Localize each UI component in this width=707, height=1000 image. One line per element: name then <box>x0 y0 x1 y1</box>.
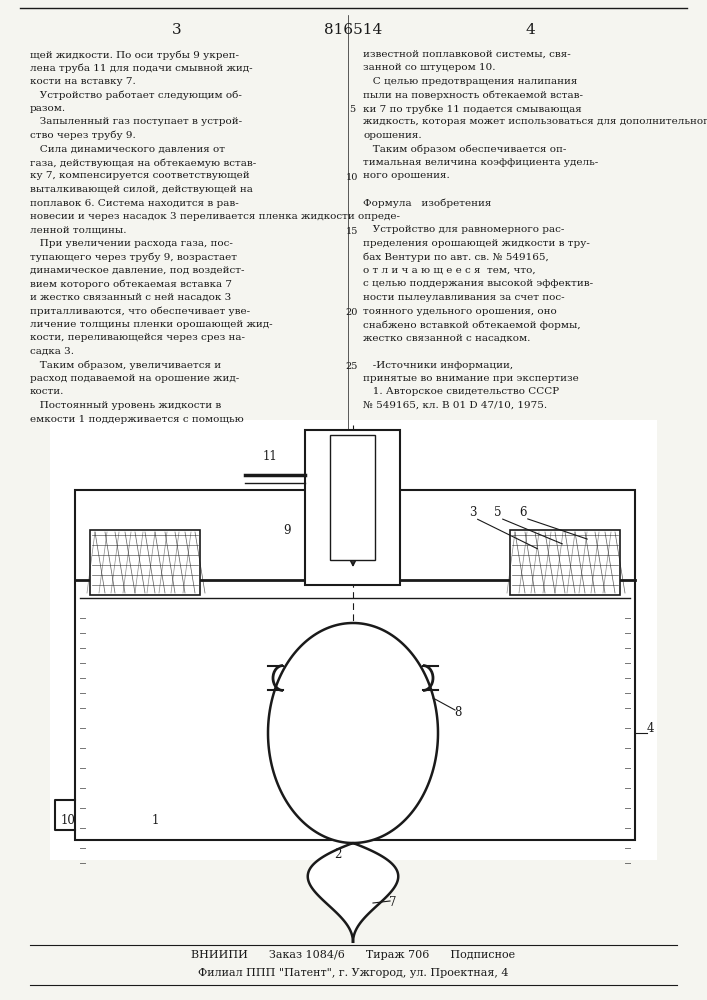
Text: 4: 4 <box>525 23 535 37</box>
Text: расход подаваемой на орошение жид-: расход подаваемой на орошение жид- <box>30 374 239 383</box>
Text: динамическое давление, под воздейст-: динамическое давление, под воздейст- <box>30 266 245 275</box>
Text: занной со штуцером 10.: занной со штуцером 10. <box>363 64 496 73</box>
Text: 6: 6 <box>519 506 527 518</box>
Text: 1. Авторское свидетельство СССР: 1. Авторское свидетельство СССР <box>363 387 559 396</box>
Text: При увеличении расхода газа, пос-: При увеличении расхода газа, пос- <box>30 239 233 248</box>
Text: ВНИИПИ      Заказ 1084/6      Тираж 706      Подписное: ВНИИПИ Заказ 1084/6 Тираж 706 Подписное <box>191 950 515 960</box>
Text: газа, действующая на обтекаемую встав-: газа, действующая на обтекаемую встав- <box>30 158 256 167</box>
Text: 15: 15 <box>346 227 358 236</box>
Text: Формула   изобретения: Формула изобретения <box>363 198 491 208</box>
Text: щей жидкости. По оси трубы 9 укреп-: щей жидкости. По оси трубы 9 укреп- <box>30 50 239 60</box>
Text: кости.: кости. <box>30 387 64 396</box>
Text: С целью предотвращения налипания: С целью предотвращения налипания <box>363 77 578 86</box>
Text: и жестко связанный с ней насадок 3: и жестко связанный с ней насадок 3 <box>30 293 231 302</box>
Text: 7: 7 <box>390 896 397 910</box>
Bar <box>305 430 400 585</box>
Text: жестко связанной с насадком.: жестко связанной с насадком. <box>363 334 530 342</box>
Text: тоянного удельного орошения, оно: тоянного удельного орошения, оно <box>363 306 556 316</box>
Bar <box>90 530 200 595</box>
Text: Запыленный газ поступает в устрой-: Запыленный газ поступает в устрой- <box>30 117 242 126</box>
Text: пределения орошающей жидкости в тру-: пределения орошающей жидкости в тру- <box>363 239 590 248</box>
Text: -Источники информации,: -Источники информации, <box>363 360 513 369</box>
Text: личение толщины пленки орошающей жид-: личение толщины пленки орошающей жид- <box>30 320 273 329</box>
Text: 816514: 816514 <box>324 23 382 37</box>
Text: Устройство работает следующим об-: Устройство работает следующим об- <box>30 91 242 100</box>
Bar <box>50 420 657 860</box>
Text: принятые во внимание при экспертизе: принятые во внимание при экспертизе <box>363 374 579 383</box>
Text: 5: 5 <box>494 506 502 518</box>
Text: 20: 20 <box>346 308 358 317</box>
Text: 10: 10 <box>61 814 76 826</box>
Text: емкости 1 поддерживается с помощью: емкости 1 поддерживается с помощью <box>30 414 244 424</box>
Text: 5: 5 <box>349 105 355 114</box>
Text: о т л и ч а ю щ е е с я  тем, что,: о т л и ч а ю щ е е с я тем, что, <box>363 266 536 275</box>
Text: Филиал ППП "Патент", г. Ужгород, ул. Проектная, 4: Филиал ППП "Патент", г. Ужгород, ул. Про… <box>198 968 508 978</box>
Text: 25: 25 <box>346 362 358 371</box>
Text: вием которого обтекаемая вставка 7: вием которого обтекаемая вставка 7 <box>30 279 232 289</box>
Text: разом.: разом. <box>30 104 66 113</box>
Bar <box>330 435 375 560</box>
Text: Сила динамического давления от: Сила динамического давления от <box>30 144 225 153</box>
Text: ство через трубу 9.: ство через трубу 9. <box>30 131 136 140</box>
Text: поплавок 6. Система находится в рав-: поплавок 6. Система находится в рав- <box>30 198 239 208</box>
Text: выталкивающей силой, действующей на: выталкивающей силой, действующей на <box>30 185 253 194</box>
Text: ку 7, компенсируется соответствующей: ку 7, компенсируется соответствующей <box>30 172 250 180</box>
Text: пыли на поверхность обтекаемой встав-: пыли на поверхность обтекаемой встав- <box>363 91 583 100</box>
Text: жидкость, которая может использоваться для дополнительного центрального: жидкость, которая может использоваться д… <box>363 117 707 126</box>
Text: № 549165, кл. В 01 D 47/10, 1975.: № 549165, кл. В 01 D 47/10, 1975. <box>363 401 547 410</box>
Text: 10: 10 <box>346 173 358 182</box>
Text: тимальная величина коэффициента удель-: тимальная величина коэффициента удель- <box>363 158 598 167</box>
Bar <box>75 490 635 840</box>
Text: снабжено вставкой обтекаемой формы,: снабжено вставкой обтекаемой формы, <box>363 320 580 330</box>
Text: 1: 1 <box>151 814 158 826</box>
Text: 2: 2 <box>334 848 341 861</box>
Text: 11: 11 <box>262 450 277 464</box>
Text: лена труба 11 для подачи смывной жид-: лена труба 11 для подачи смывной жид- <box>30 64 252 73</box>
Text: ленной толщины.: ленной толщины. <box>30 226 127 234</box>
Text: ности пылеулавливания за счет пос-: ности пылеулавливания за счет пос- <box>363 293 565 302</box>
Text: ного орошения.: ного орошения. <box>363 172 450 180</box>
Text: Таким образом обеспечивается оп-: Таким образом обеспечивается оп- <box>363 144 566 154</box>
Text: бах Вентури по авт. св. № 549165,: бах Вентури по авт. св. № 549165, <box>363 252 549 262</box>
Text: садка 3.: садка 3. <box>30 347 74 356</box>
Text: 3: 3 <box>173 23 182 37</box>
Text: ки 7 по трубке 11 подается смывающая: ки 7 по трубке 11 подается смывающая <box>363 104 582 113</box>
Text: 9: 9 <box>284 524 291 536</box>
Text: кости, переливающейся через срез на-: кости, переливающейся через срез на- <box>30 334 245 342</box>
Text: 3: 3 <box>469 506 477 518</box>
Text: Устройство для равномерного рас-: Устройство для равномерного рас- <box>363 226 564 234</box>
Text: Таким образом, увеличивается и: Таким образом, увеличивается и <box>30 360 221 370</box>
Text: приталливаются, что обеспечивает уве-: приталливаются, что обеспечивает уве- <box>30 306 250 316</box>
Text: с целью поддержания высокой эффектив-: с целью поддержания высокой эффектив- <box>363 279 593 288</box>
Text: новесии и через насадок 3 переливается пленка жидкости опреде-: новесии и через насадок 3 переливается п… <box>30 212 400 221</box>
Text: известной поплавковой системы, свя-: известной поплавковой системы, свя- <box>363 50 571 59</box>
Text: кости на вставку 7.: кости на вставку 7. <box>30 77 136 86</box>
Bar <box>510 530 620 595</box>
Text: тупающего через трубу 9, возрастает: тупающего через трубу 9, возрастает <box>30 252 237 262</box>
Text: 8: 8 <box>455 706 462 720</box>
Text: 4: 4 <box>646 722 654 734</box>
Polygon shape <box>268 623 438 943</box>
Text: орошения.: орошения. <box>363 131 421 140</box>
Text: Постоянный уровень жидкости в: Постоянный уровень жидкости в <box>30 401 221 410</box>
